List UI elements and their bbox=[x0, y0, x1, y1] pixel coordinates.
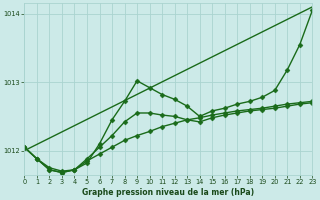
X-axis label: Graphe pression niveau de la mer (hPa): Graphe pression niveau de la mer (hPa) bbox=[82, 188, 254, 197]
